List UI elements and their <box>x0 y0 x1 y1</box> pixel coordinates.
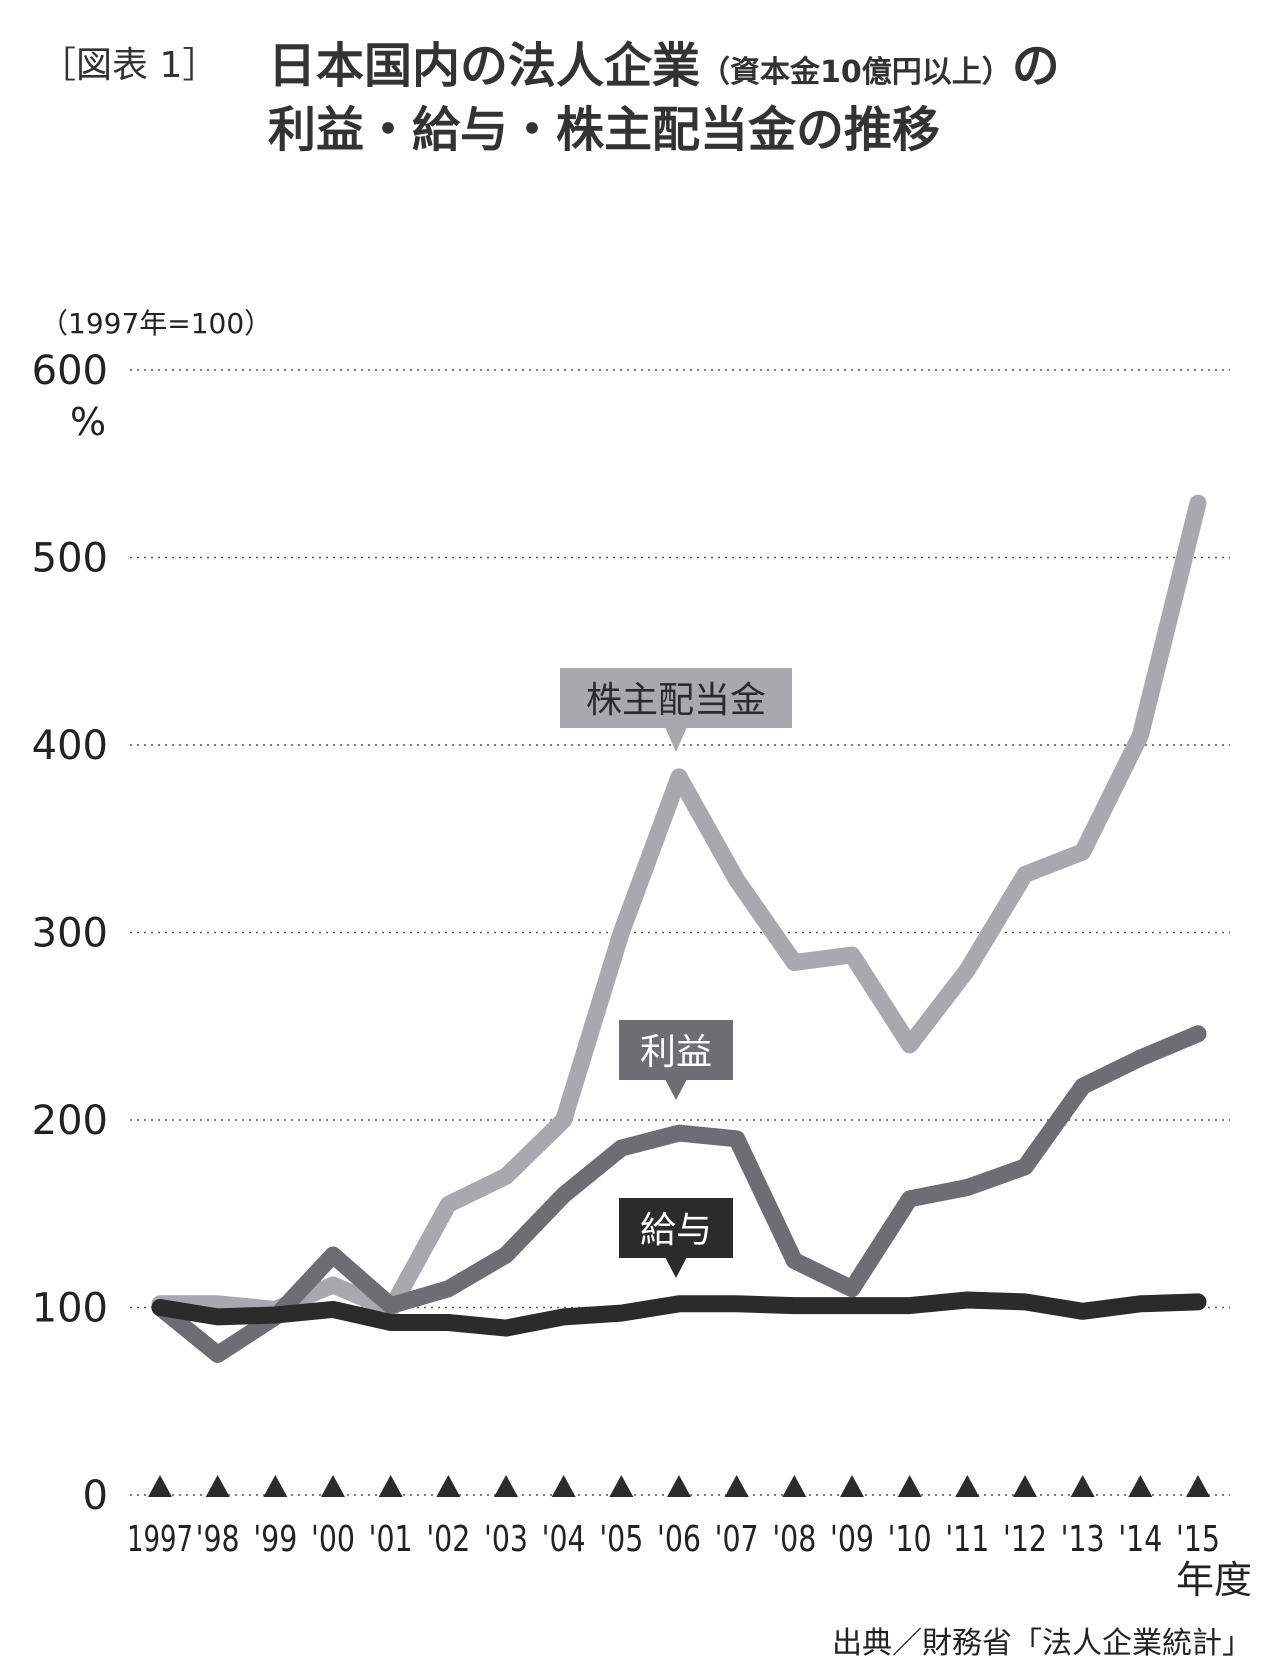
x-tick-label: '98 <box>196 1519 240 1560</box>
x-tick-label: '11 <box>945 1519 989 1560</box>
x-tick-label: '13 <box>1061 1519 1105 1560</box>
callout-pointer-dividend <box>665 727 687 752</box>
y-tick-label: 500 <box>32 536 108 582</box>
title-particle: の <box>1011 38 1060 94</box>
y-tick-label: 0 <box>83 1473 108 1519</box>
callout-box-profit <box>619 1020 733 1080</box>
series-line-salary <box>151 1291 1207 1337</box>
x-tick-marker <box>1128 1475 1153 1497</box>
x-tick-label: '02 <box>426 1519 470 1560</box>
x-tick-label: '00 <box>311 1519 355 1560</box>
x-tick-label: '06 <box>657 1519 701 1560</box>
x-tick-marker <box>1070 1475 1095 1497</box>
x-tick-label: 1997 <box>127 1519 193 1560</box>
x-tick-label: '99 <box>253 1519 297 1560</box>
y-tick-label: 100 <box>32 1286 108 1332</box>
x-tick-label: '07 <box>715 1519 759 1560</box>
callout-box-dividend <box>560 668 792 728</box>
x-tick-marker <box>897 1475 922 1497</box>
y-tick-label: 300 <box>32 911 108 957</box>
callout-label-salary: 給与 <box>640 1210 712 1251</box>
x-tick-marker <box>724 1475 749 1497</box>
x-tick-label: '14 <box>1118 1519 1162 1560</box>
x-tick-marker <box>148 1475 172 1497</box>
y-unit-label: % <box>70 400 106 444</box>
x-tick-label: '09 <box>830 1519 874 1560</box>
x-tick-marker <box>609 1475 634 1497</box>
callout-label-profit: 利益 <box>640 1032 712 1073</box>
x-tick-label: '15 <box>1176 1519 1220 1560</box>
x-tick-marker <box>551 1475 576 1497</box>
x-tick-label: '05 <box>599 1519 643 1560</box>
callout-pointer-profit <box>665 1079 687 1100</box>
callout-pointer-salary <box>665 1257 687 1278</box>
chart-title-line1: 日本国内の法人企業（資本金10億円以上）の <box>268 26 1060 96</box>
callout-box-salary <box>619 1198 733 1258</box>
x-tick-marker <box>1186 1475 1210 1497</box>
x-tick-marker <box>782 1475 807 1497</box>
title-qualifier: （資本金10億円以上） <box>700 55 1012 90</box>
x-tick-label: '08 <box>772 1519 816 1560</box>
base-note: （1997年=100） <box>40 307 272 340</box>
x-tick-marker <box>1013 1475 1037 1497</box>
series-line-dividend <box>151 494 1207 1318</box>
y-tick-label: 600 <box>32 348 108 394</box>
title-main: 日本国内の法人企業 <box>268 38 701 94</box>
x-axis-label: 年度 <box>1176 1558 1252 1602</box>
chart-title-line2: 利益・給与・株主配当金の推移 <box>268 102 941 158</box>
x-tick-marker <box>955 1475 980 1497</box>
x-tick-marker <box>321 1475 345 1497</box>
x-tick-label: '12 <box>1003 1519 1047 1560</box>
x-tick-marker <box>436 1475 461 1497</box>
x-tick-marker <box>205 1475 230 1497</box>
series-line-profit <box>151 1025 1207 1363</box>
x-tick-marker <box>667 1475 691 1497</box>
x-tick-label: '03 <box>484 1519 528 1560</box>
source-note: 出典／財務省「法人企業統計」 <box>832 1626 1252 1661</box>
x-tick-marker <box>263 1475 288 1497</box>
callout-label-dividend: 株主配当金 <box>586 680 766 721</box>
y-tick-label: 200 <box>32 1098 108 1144</box>
figure-label: ［図表 1］ <box>40 45 219 86</box>
x-tick-label: '10 <box>888 1519 932 1560</box>
x-tick-label: '01 <box>369 1519 413 1560</box>
x-tick-marker <box>494 1475 518 1497</box>
x-tick-label: '04 <box>542 1519 586 1560</box>
x-tick-marker <box>378 1475 403 1497</box>
y-tick-label: 400 <box>32 723 108 769</box>
x-tick-marker <box>840 1475 864 1497</box>
